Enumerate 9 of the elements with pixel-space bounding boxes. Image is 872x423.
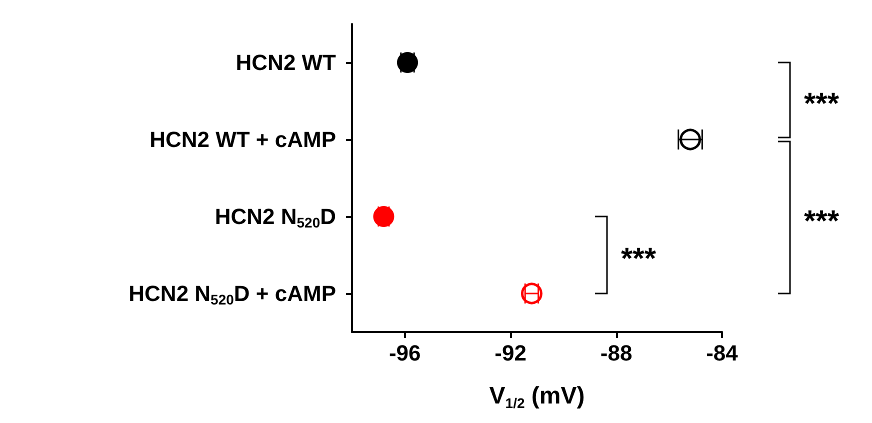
text: *** [804,88,840,120]
annotation: *** [621,242,656,276]
x-tick-label: -96 [388,340,421,366]
y-tick-label: HCN2 WT [236,50,337,75]
x-tick-label: -84 [706,340,739,366]
y-tick-label: HCN2 WT + cAMP [150,127,336,152]
x-tick-label: -92 [494,340,526,366]
x-tick-label: -88 [600,340,632,366]
text: *** [804,205,840,238]
